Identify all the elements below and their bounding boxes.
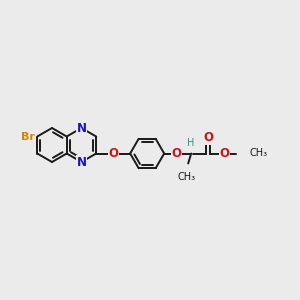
Text: CH₃: CH₃ — [249, 148, 267, 158]
Text: H: H — [188, 137, 195, 148]
Text: Br: Br — [21, 131, 35, 142]
Text: O: O — [171, 147, 181, 160]
Text: O: O — [219, 147, 229, 160]
Text: O: O — [108, 147, 118, 160]
Text: CH₃: CH₃ — [177, 172, 195, 182]
Text: N: N — [76, 155, 86, 169]
Text: N: N — [76, 122, 86, 134]
Text: O: O — [203, 131, 213, 144]
